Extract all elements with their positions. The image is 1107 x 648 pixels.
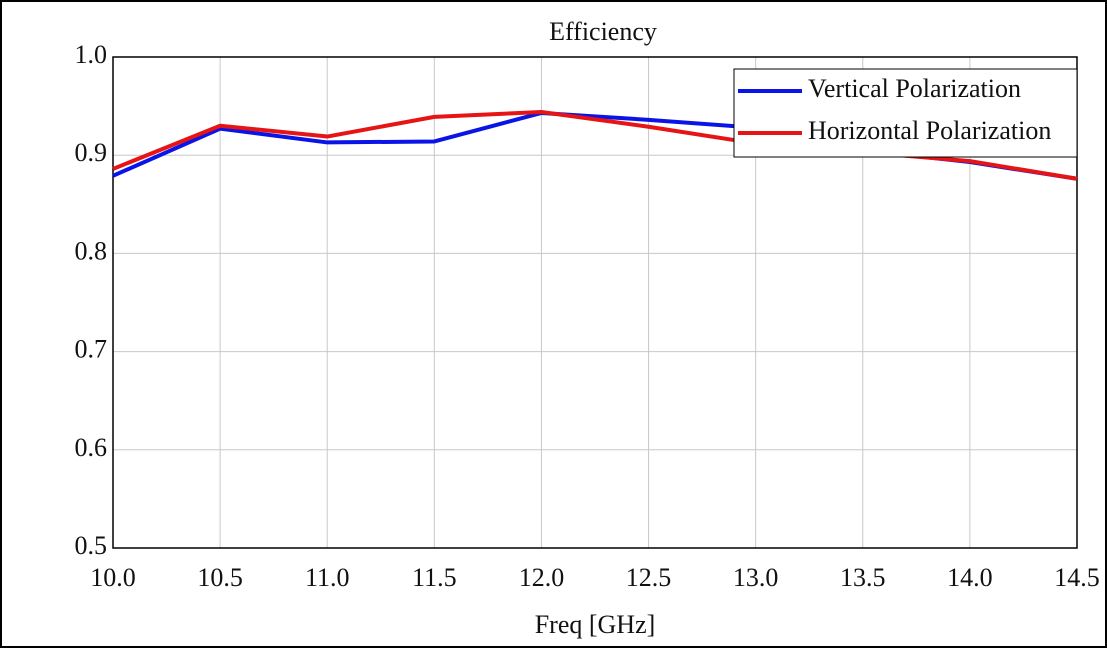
x-tick-label: 14.5 — [1054, 563, 1100, 592]
x-axis-label: Freq [GHz] — [535, 610, 656, 639]
x-tick-label: 11.5 — [412, 563, 457, 592]
x-tick-label: 12.5 — [626, 563, 672, 592]
x-tick-label: 13.5 — [840, 563, 886, 592]
plot-border — [112, 56, 1078, 549]
y-tick-label: 0.8 — [75, 236, 108, 265]
legend-box — [733, 68, 1078, 158]
y-tick-label: 0.9 — [75, 138, 108, 167]
chart-title: Efficiency — [549, 17, 657, 46]
x-tick-label: 10.0 — [90, 563, 136, 592]
x-tick-label: 14.0 — [947, 563, 993, 592]
legend-label: Horizontal Polarization — [808, 116, 1051, 145]
x-tick-label: 12.0 — [519, 563, 565, 592]
legend-label: Vertical Polarization — [808, 74, 1021, 103]
y-tick-label: 0.6 — [75, 433, 108, 462]
y-tick-label: 1.0 — [75, 40, 108, 69]
x-tick-label: 13.0 — [733, 563, 779, 592]
y-tick-label: 0.7 — [75, 335, 108, 364]
x-tick-label: 11.0 — [305, 563, 350, 592]
x-tick-label: 10.5 — [197, 563, 243, 592]
y-tick-label: 0.5 — [75, 531, 108, 560]
